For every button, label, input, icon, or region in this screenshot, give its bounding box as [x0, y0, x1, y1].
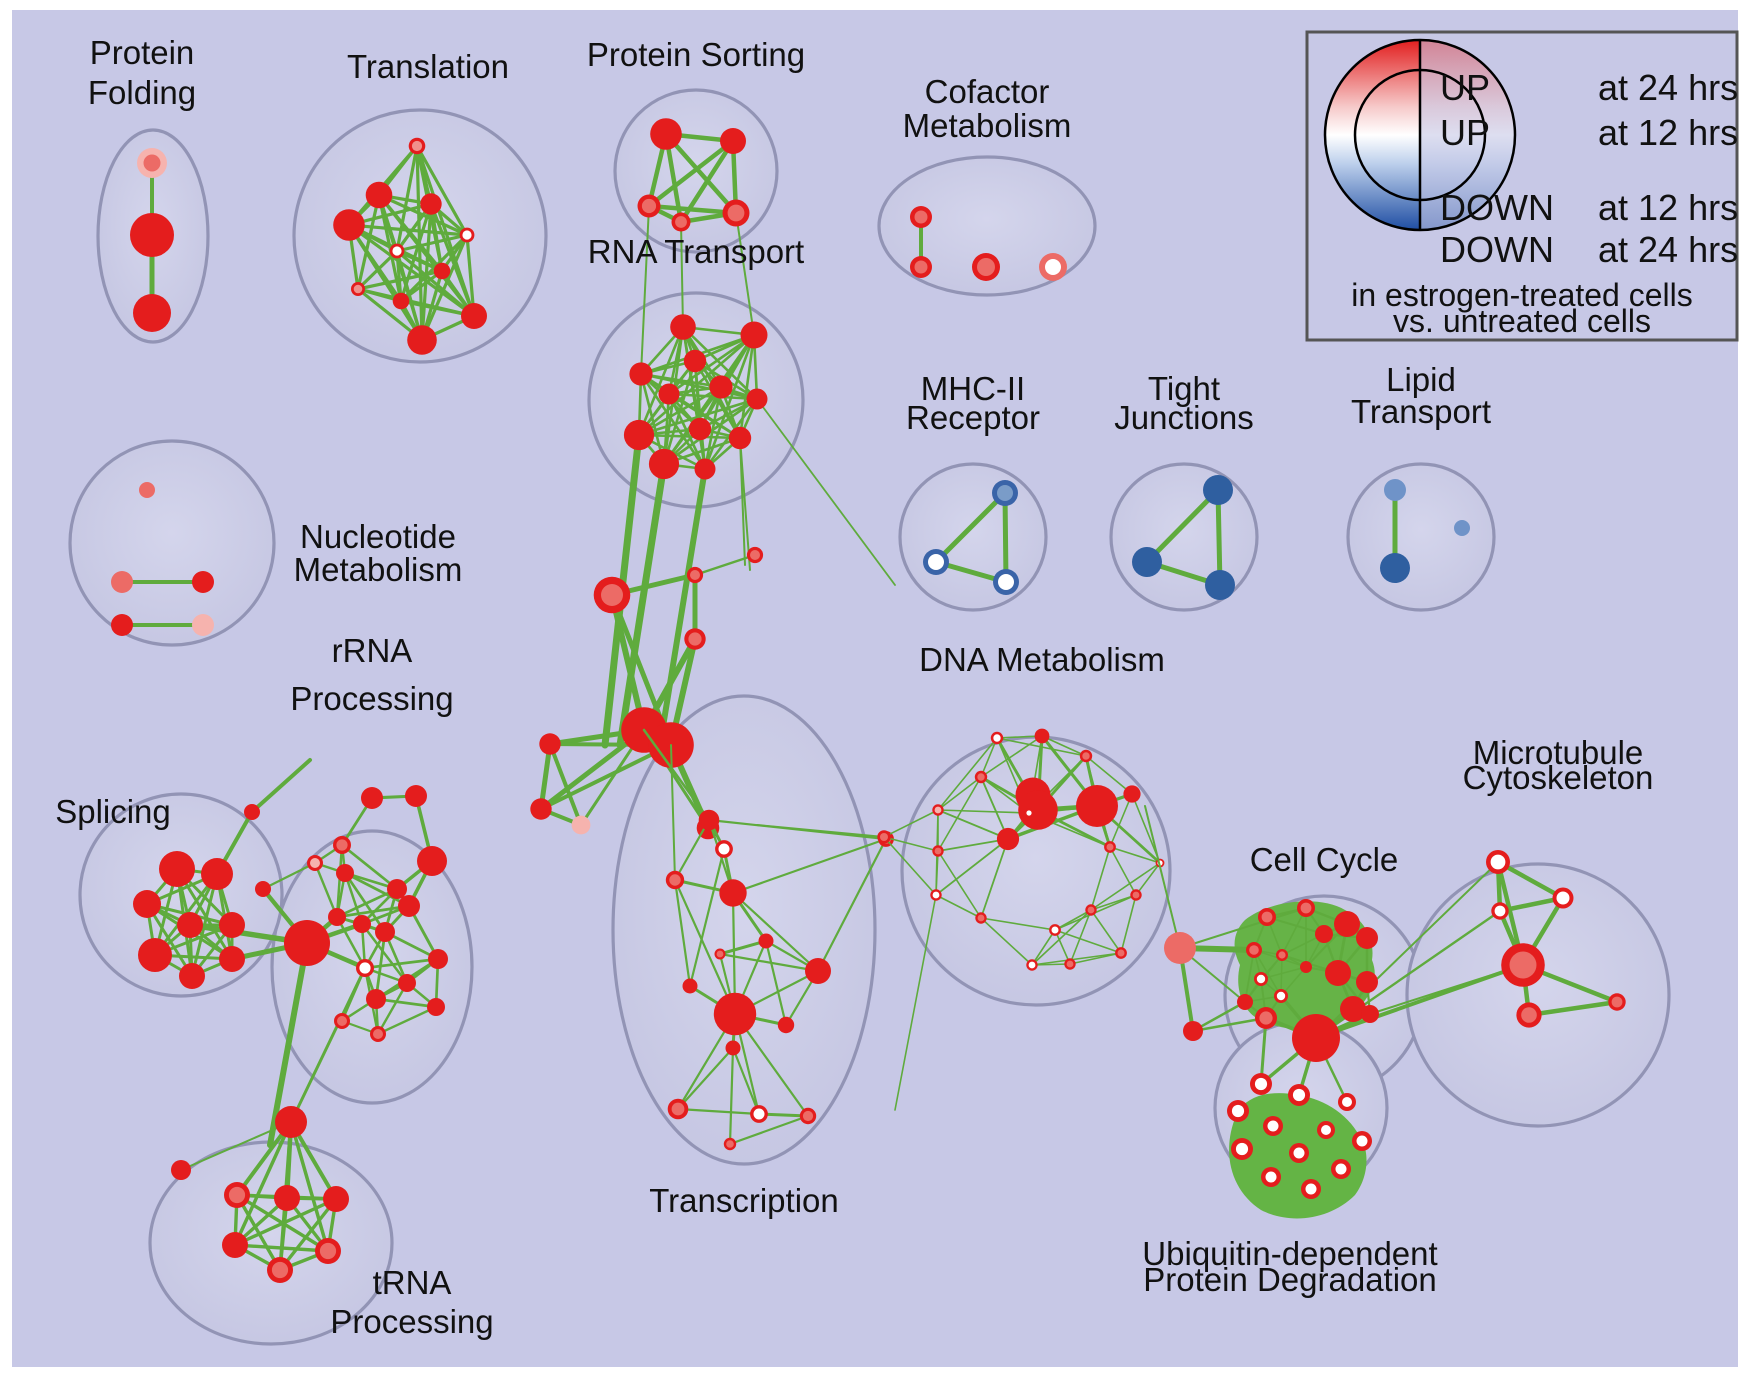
svg-text:tRNA: tRNA	[373, 1264, 452, 1301]
svg-text:vs. untreated cells: vs. untreated cells	[1393, 303, 1651, 339]
svg-text:at 12 hrs: at 12 hrs	[1598, 187, 1738, 228]
svg-text:Metabolism: Metabolism	[903, 107, 1072, 144]
svg-text:Protein: Protein	[90, 34, 195, 71]
svg-text:Cytoskeleton: Cytoskeleton	[1463, 759, 1654, 796]
svg-text:Processing: Processing	[330, 1303, 493, 1340]
svg-text:UP: UP	[1440, 112, 1490, 153]
svg-text:Nucleotide: Nucleotide	[300, 518, 456, 555]
svg-text:Metabolism: Metabolism	[294, 551, 463, 588]
svg-text:Folding: Folding	[88, 74, 196, 111]
svg-text:at 12 hrs: at 12 hrs	[1598, 112, 1738, 153]
svg-text:DOWN: DOWN	[1440, 187, 1554, 228]
svg-text:at 24 hrs: at 24 hrs	[1598, 229, 1738, 270]
svg-text:Protein Degradation: Protein Degradation	[1143, 1261, 1437, 1298]
svg-text:DOWN: DOWN	[1440, 229, 1554, 270]
svg-text:Receptor: Receptor	[906, 399, 1040, 436]
svg-text:at 24 hrs: at 24 hrs	[1598, 67, 1738, 108]
svg-text:rRNA: rRNA	[332, 632, 413, 669]
svg-text:DNA Metabolism: DNA Metabolism	[919, 641, 1165, 678]
svg-text:Cofactor: Cofactor	[925, 73, 1050, 110]
svg-text:Protein Sorting: Protein Sorting	[587, 36, 805, 73]
svg-text:Cell Cycle: Cell Cycle	[1250, 841, 1399, 878]
svg-text:UP: UP	[1440, 67, 1490, 108]
svg-text:RNA Transport: RNA Transport	[588, 233, 804, 270]
svg-text:Translation: Translation	[347, 48, 509, 85]
svg-text:Processing: Processing	[290, 680, 453, 717]
svg-text:Transcription: Transcription	[649, 1182, 839, 1219]
svg-text:Junctions: Junctions	[1114, 399, 1253, 436]
svg-text:Splicing: Splicing	[55, 793, 171, 830]
svg-text:Transport: Transport	[1351, 393, 1491, 430]
